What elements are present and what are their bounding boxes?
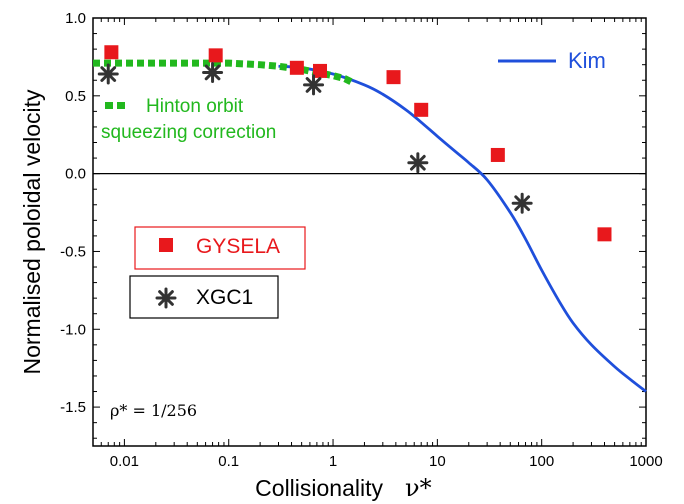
hinton-curve: [93, 59, 356, 87]
x-tick-label: 10: [429, 453, 446, 470]
xgc1-point: [407, 152, 429, 174]
legend-hinton-swatch-2: [117, 102, 125, 109]
gysela-point: [104, 45, 119, 60]
legend-kim-label: Kim: [568, 48, 606, 73]
gysela-point: [313, 63, 328, 78]
gysela-point: [414, 102, 429, 117]
legend-xgc1-swatch: [155, 287, 177, 309]
gysela-point: [597, 227, 612, 242]
y-tick-label: 0.5: [65, 88, 86, 105]
x-tick-label: 100: [529, 453, 554, 470]
legend-gysela-box: [134, 226, 306, 270]
y-axis-title: Normalised poloidal velocity: [19, 89, 45, 375]
xgc1-point: [303, 74, 325, 96]
x-tick-label: 1000: [629, 453, 662, 470]
xgc1-point: [202, 61, 224, 83]
gysela-series: [104, 45, 612, 242]
hinton-series: [93, 59, 356, 87]
plot-area: [92, 17, 647, 447]
y-tick-label: -0.5: [60, 243, 86, 260]
y-tick-label: 1.0: [65, 10, 86, 27]
rho-annotation: ρ* = 1/256: [110, 401, 197, 420]
legend-gysela-swatch: [159, 238, 173, 252]
xgc1-series: [97, 61, 533, 214]
legend-xgc1-label: XGC1: [196, 286, 253, 309]
legend-gysela: GYSELA: [134, 226, 306, 270]
x-axis-title: Collisionality: [255, 475, 383, 501]
y-tick-label: 0.0: [65, 166, 86, 183]
legend-hinton-swatch-1: [105, 102, 113, 109]
xgc1-point: [511, 192, 533, 214]
y-tick-label: -1.5: [60, 399, 86, 416]
x-tick-label: 0.1: [218, 453, 239, 470]
x-tick-label: 1: [329, 453, 337, 470]
kim-curve: [278, 64, 647, 393]
plot-frame: [92, 17, 647, 447]
legend-hinton-label-line2: squeezing correction: [101, 122, 276, 143]
xgc1-point: [97, 63, 119, 85]
gysela-point: [490, 147, 505, 162]
gysela-point: [386, 70, 401, 85]
legend-xgc1-star: [155, 287, 177, 309]
gysela-point: [289, 60, 304, 75]
kim-series: [278, 64, 647, 393]
axis-ticks: 0.01 0.1 1 10 100 1000 1.0 0.5 0.0 -0.5 -1.0 -1.5: [60, 10, 663, 470]
x-axis-symbol: ν*: [405, 474, 432, 502]
legend-gysela-label: GYSELA: [196, 235, 280, 258]
legend-kim: Kim: [498, 48, 606, 73]
legend-hinton-label-line1: Hinton orbit: [146, 96, 244, 117]
gysela-point: [208, 48, 223, 63]
x-tick-label: 0.01: [110, 453, 139, 470]
legend-xgc1: XGC1: [129, 275, 279, 319]
y-tick-label: -1.0: [60, 321, 86, 338]
legend-hinton: Hinton orbit squeezing correction: [101, 96, 276, 143]
legend-xgc1-box: [129, 275, 279, 319]
